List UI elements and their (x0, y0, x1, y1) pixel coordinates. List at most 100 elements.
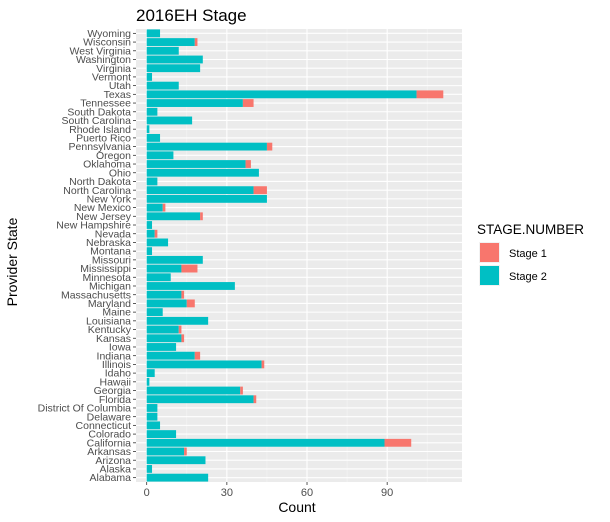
bar-stage-2-wyoming (146, 29, 161, 38)
y-tick-label: Connecticut (76, 420, 132, 432)
y-tick-label: Maine (102, 307, 131, 319)
bar-stage-2-colorado (146, 430, 177, 439)
y-tick-label: Wisconsin (83, 37, 131, 49)
bar-stage-2-oregon (146, 151, 174, 160)
y-tick-label: Missouri (92, 254, 131, 266)
y-tick-label: Kansas (96, 333, 131, 345)
bar-stage-2-district-of-columbia (146, 404, 158, 412)
bar-stage-2-north-dakota (146, 177, 158, 186)
legend-title: STAGE.NUMBER (477, 222, 584, 237)
bar-stage-2-rhode-island (146, 125, 150, 134)
bar-stage-2-washington (146, 55, 203, 64)
bar-stage-1-georgia (240, 386, 243, 395)
y-tick-label: New Hampshire (56, 220, 131, 232)
y-tick-label: Wyoming (87, 28, 131, 40)
legend-swatch (480, 243, 499, 262)
y-tick-label: Mississippi (80, 263, 131, 275)
y-tick-label: Puerto Rico (76, 132, 131, 144)
y-tick-label: Maryland (88, 298, 131, 310)
y-tick-label: Texas (104, 89, 131, 101)
bar-stage-2-indiana (146, 351, 195, 360)
y-tick-label: North Carolina (63, 185, 131, 197)
y-tick-label: Alaska (99, 464, 131, 476)
y-tick-label: Oregon (96, 150, 131, 162)
y-tick-label: South Dakota (67, 106, 131, 118)
y-tick-label: Michigan (89, 281, 131, 293)
bar-stage-1-kansas (181, 334, 185, 343)
y-tick-label: Vermont (92, 72, 131, 84)
bar-stage-2-nevada (146, 229, 155, 238)
y-tick-label: Arizona (95, 455, 131, 467)
bar-stage-2-pennsylvania (146, 142, 267, 151)
y-tick-label: Kentucky (88, 324, 132, 336)
legend-label: Stage 1 (509, 248, 547, 260)
y-tick-label: North Dakota (69, 176, 131, 188)
y-tick-label: Virginia (96, 63, 131, 75)
bar-stage-2-arizona (146, 456, 206, 465)
bars (146, 29, 444, 482)
bar-stage-2-ohio (146, 168, 259, 177)
x-tick-label: 0 (144, 487, 150, 499)
y-tick-label: Idaho (105, 368, 131, 380)
y-tick-label: Massachusetts (61, 289, 131, 301)
bar-stage-2-virginia (146, 64, 201, 73)
y-tick-label: Florida (99, 394, 131, 406)
chart-title: 2016EH Stage (136, 6, 247, 25)
y-tick-label: Minnesota (83, 272, 132, 284)
bar-stage-2-connecticut (146, 421, 161, 430)
bar-stage-2-utah (146, 81, 179, 90)
y-tick-label: District Of Columbia (38, 403, 132, 415)
bar-stage-2-nebraska (146, 238, 169, 247)
bar-stage-1-north-carolina (253, 186, 267, 195)
bar-stage-1-kentucky (178, 325, 182, 334)
y-tick-label: Washington (76, 54, 131, 66)
bar-stage-2-georgia (146, 386, 241, 395)
bar-stage-1-indiana (194, 351, 201, 360)
bar-stage-2-kentucky (146, 325, 179, 334)
bar-stage-2-louisiana (146, 316, 209, 325)
x-tick-label: 90 (381, 487, 393, 499)
y-tick-label: California (87, 437, 132, 449)
y-tick-label: Pennsylvania (69, 141, 132, 153)
bar-stage-2-missouri (146, 255, 203, 264)
bar-stage-1-pennsylvania (266, 142, 273, 151)
bar-stage-1-wisconsin (194, 38, 198, 46)
bar-stage-1-new-jersey (200, 212, 203, 221)
y-tick-label: Utah (109, 80, 131, 92)
y-tick-label: Hawaii (99, 376, 131, 388)
bar-stage-1-maryland (186, 299, 195, 308)
bar-stage-2-delaware (146, 412, 158, 421)
bar-stage-2-puerto-rico (146, 133, 161, 142)
y-tick-label: New Jersey (76, 211, 132, 223)
y-tick-label: Rhode Island (69, 124, 131, 136)
y-tick-label: New York (87, 193, 132, 205)
y-tick-label: Georgia (94, 385, 132, 397)
y-tick-label: Ohio (109, 167, 131, 179)
bar-stage-2-south-dakota (146, 107, 158, 116)
bar-stage-1-new-mexico (162, 203, 166, 212)
bar-stage-2-maryland (146, 299, 187, 308)
bar-stage-1-texas (416, 90, 444, 99)
bar-stage-2-michigan (146, 282, 235, 290)
bar-stage-1-tennessee (242, 99, 254, 107)
y-tick-label: Delaware (87, 411, 132, 423)
bar-stage-2-hawaii (146, 377, 150, 386)
bar-stage-2-california (146, 438, 385, 447)
legend-swatch (480, 266, 499, 285)
bar-stage-2-arkansas (146, 447, 185, 456)
legend-label: Stage 2 (509, 271, 547, 283)
x-tick-label: 30 (221, 487, 233, 499)
bar-stage-2-tennessee (146, 99, 243, 107)
y-tick-label: Nevada (95, 228, 131, 240)
bar-stage-2-new-jersey (146, 212, 201, 221)
bar-stage-2-texas (146, 90, 417, 99)
x-tick-labels: 0 30 60 90 (144, 482, 393, 499)
bar-stage-1-nevada (154, 229, 158, 238)
bar-stage-2-kansas (146, 334, 182, 343)
bar-stage-1-arkansas (184, 447, 187, 456)
bar-stage-2-maine (146, 308, 163, 317)
bar-stage-2-alabama (146, 473, 209, 482)
y-tick-label: West Virginia (70, 45, 132, 57)
